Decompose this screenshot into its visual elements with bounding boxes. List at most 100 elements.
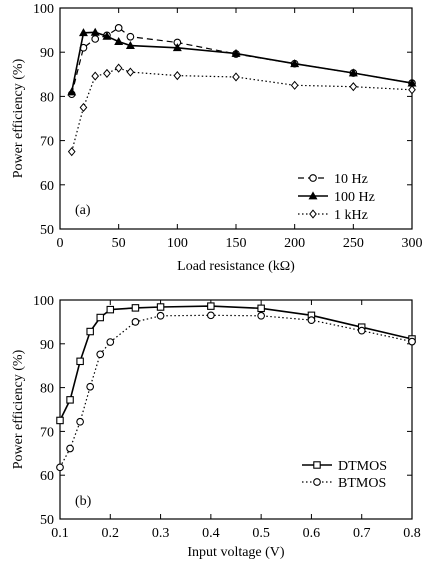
panel-label: (a) [75, 203, 91, 218]
x-tick-label: 0.5 [252, 526, 270, 541]
x-tick-label: 250 [343, 236, 364, 251]
data-point [207, 302, 215, 310]
data-point [307, 316, 316, 324]
data-point [86, 327, 94, 336]
x-tick-label: 0.3 [152, 526, 170, 541]
x-tick-label: 0.2 [102, 526, 120, 541]
legend-label: 100 Hz [334, 190, 375, 205]
y-axis-label: Power efficiency (%) [11, 349, 26, 469]
y-tick-label: 50 [40, 223, 54, 238]
data-point [231, 48, 241, 57]
data-point [56, 416, 64, 425]
data-point [232, 72, 240, 82]
x-tick-label: 150 [226, 236, 247, 251]
data-point [103, 68, 111, 78]
data-point [173, 71, 182, 81]
x-tick-label: 200 [284, 236, 305, 251]
x-tick-label: 0.8 [403, 526, 421, 541]
data-point [106, 338, 115, 346]
data-point [290, 80, 299, 90]
data-point [357, 326, 366, 335]
data-point [86, 382, 95, 391]
data-point [56, 463, 64, 472]
data-point [114, 24, 123, 32]
y-tick-label: 70 [40, 135, 54, 150]
data-point [172, 43, 182, 52]
data-point [348, 68, 358, 77]
y-tick-label: 50 [40, 513, 54, 528]
y-axis-label: Power efficiency (%) [11, 58, 26, 178]
data-point [106, 305, 115, 314]
x-tick-label: 50 [112, 236, 126, 251]
series-1-khz [67, 63, 416, 157]
legend-marker [313, 478, 321, 486]
data-point [156, 311, 165, 320]
y-tick-label: 100 [33, 2, 54, 17]
data-point [67, 87, 77, 96]
data-point [257, 311, 265, 320]
x-tick-label: 0.7 [353, 526, 371, 541]
chart-b: 50 60 70 80 90 100 0.1 0.2 0.3 0.4 0.5 0.6 0.7 0.8 Inp… [11, 294, 421, 560]
x-axis-label: Input voltage (V) [187, 545, 285, 560]
series-line [70, 31, 413, 93]
data-point [79, 102, 88, 113]
x-tick-label: 0.1 [51, 526, 69, 541]
data-point [408, 337, 416, 346]
y-tick-label: 60 [40, 469, 54, 484]
legend-label: DTMOS [338, 459, 387, 474]
data-point [126, 32, 135, 41]
data-point [207, 311, 215, 320]
data-point [76, 357, 84, 366]
data-point [90, 27, 100, 36]
data-point [114, 36, 124, 45]
legend-label: 10 Hz [334, 172, 368, 187]
data-point [156, 303, 165, 311]
series-dtmos [56, 302, 416, 425]
data-point [78, 28, 88, 37]
x-tick-label: 0 [57, 236, 64, 251]
legend-marker [309, 174, 317, 182]
x-tick-label: 0.4 [202, 526, 220, 541]
series-100-hz [67, 27, 417, 96]
data-point [66, 396, 74, 404]
x-axis-label: Load resistance (kΩ) [177, 259, 295, 274]
data-point [408, 85, 416, 95]
series-line [71, 27, 413, 95]
data-point [102, 31, 112, 40]
data-point [131, 304, 140, 312]
legend-label: 1 kHz [334, 208, 368, 223]
data-point [96, 350, 105, 359]
series-line [59, 314, 413, 468]
y-tick-label: 90 [40, 46, 54, 61]
data-point [125, 40, 135, 49]
data-point [114, 63, 123, 73]
data-point [67, 147, 76, 157]
x-tick-label: 100 [167, 236, 188, 251]
data-point [257, 304, 265, 313]
legend-marker [309, 209, 317, 219]
panel-label: (b) [75, 494, 92, 509]
legend-marker [308, 191, 318, 200]
data-point [126, 67, 135, 77]
x-tick-label: 300 [402, 236, 423, 251]
series-10-hz [67, 24, 416, 99]
data-point [66, 444, 74, 453]
x-tick-label: 0.6 [303, 526, 321, 541]
data-point [76, 417, 84, 426]
y-tick-label: 80 [40, 90, 54, 105]
y-tick-label: 100 [33, 294, 54, 309]
legend-marker [313, 461, 321, 469]
y-tick-label: 90 [40, 338, 54, 353]
data-point [96, 313, 104, 322]
data-point [131, 318, 140, 326]
series-line [71, 67, 413, 152]
data-point [290, 59, 300, 68]
y-tick-label: 80 [40, 382, 54, 397]
data-point [91, 71, 100, 81]
y-tick-label: 60 [40, 179, 54, 194]
legend-label: BTMOS [338, 476, 386, 491]
series-btmos [56, 311, 416, 472]
plot-frame [59, 299, 413, 520]
